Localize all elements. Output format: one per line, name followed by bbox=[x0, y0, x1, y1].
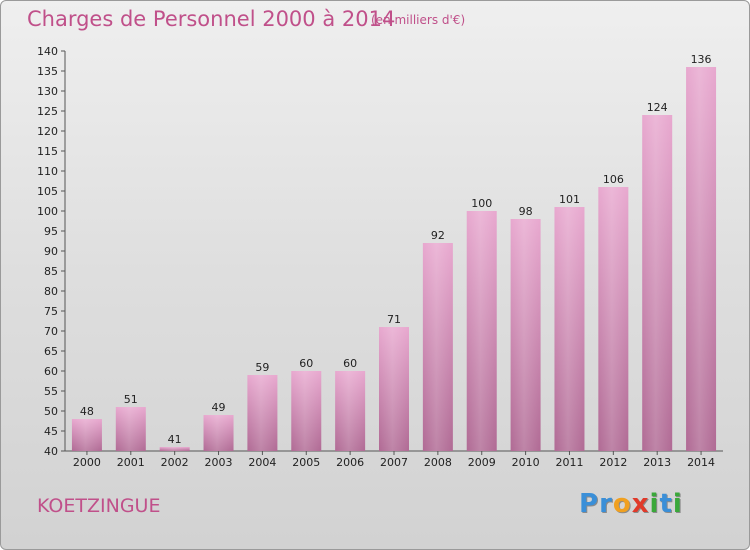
bar-sheen-2010 bbox=[510, 219, 541, 451]
y-tick-label: 95 bbox=[44, 225, 58, 238]
data-label-2002: 41 bbox=[168, 433, 182, 446]
logo-letter: t bbox=[659, 489, 673, 519]
logo-letter: o bbox=[612, 489, 632, 519]
data-label-2008: 92 bbox=[431, 229, 445, 242]
y-tick-label: 55 bbox=[44, 385, 58, 398]
y-tick-label: 100 bbox=[37, 205, 58, 218]
x-tick-label-2005: 2005 bbox=[292, 456, 320, 469]
data-label-2003: 49 bbox=[212, 401, 226, 414]
data-label-2006: 60 bbox=[343, 357, 357, 370]
data-label-2012: 106 bbox=[603, 173, 624, 186]
y-tick-label: 115 bbox=[37, 145, 58, 158]
y-tick-label: 75 bbox=[44, 305, 58, 318]
x-tick-label-2010: 2010 bbox=[512, 456, 540, 469]
data-label-2013: 124 bbox=[647, 101, 668, 114]
data-label-2005: 60 bbox=[299, 357, 313, 370]
bar-sheen-2000 bbox=[71, 419, 102, 451]
x-tick-label-2007: 2007 bbox=[380, 456, 408, 469]
bar-sheen-2014 bbox=[686, 67, 717, 451]
y-tick-label: 80 bbox=[44, 285, 58, 298]
x-tick-label-2013: 2013 bbox=[643, 456, 671, 469]
logo-letter: P bbox=[579, 489, 600, 519]
bar-sheen-2007 bbox=[379, 327, 409, 451]
bar-sheen-2001 bbox=[115, 407, 146, 451]
y-tick-label: 90 bbox=[44, 245, 58, 258]
x-tick-label-2006: 2006 bbox=[336, 456, 364, 469]
y-tick-label: 65 bbox=[44, 345, 58, 358]
data-label-2000: 48 bbox=[80, 405, 94, 418]
y-tick-label: 40 bbox=[44, 445, 58, 458]
x-tick-label-2003: 2003 bbox=[205, 456, 233, 469]
bar-sheen-2011 bbox=[554, 207, 585, 451]
y-tick-label: 130 bbox=[37, 85, 58, 98]
y-tick-label: 140 bbox=[37, 45, 58, 58]
bar-sheen-2013 bbox=[642, 115, 673, 451]
chart-subtitle: (en milliers d'€) bbox=[371, 13, 466, 27]
proxiti-logo: Proxiti bbox=[579, 489, 683, 519]
bar-sheen-2006 bbox=[335, 371, 366, 451]
logo-letter: r bbox=[599, 489, 613, 519]
bar-sheen-2008 bbox=[422, 243, 453, 451]
y-tick-label: 60 bbox=[44, 365, 58, 378]
data-label-2004: 59 bbox=[255, 361, 269, 374]
data-label-2007: 71 bbox=[387, 313, 401, 326]
bar-sheen-2012 bbox=[598, 187, 629, 451]
logo-letter: i bbox=[649, 489, 660, 519]
y-tick-label: 85 bbox=[44, 265, 58, 278]
y-tick-label: 110 bbox=[37, 165, 58, 178]
x-tick-label-2000: 2000 bbox=[73, 456, 101, 469]
y-tick-label: 70 bbox=[44, 325, 58, 338]
y-tick-label: 45 bbox=[44, 425, 58, 438]
y-tick-label: 50 bbox=[44, 405, 58, 418]
commune-name: KOETZINGUE bbox=[37, 495, 161, 517]
bar-sheen-2004 bbox=[247, 375, 278, 451]
data-label-2011: 101 bbox=[559, 193, 580, 206]
x-tick-label-2009: 2009 bbox=[468, 456, 496, 469]
logo-letter: i bbox=[672, 489, 683, 519]
axes: 40 45 50 55 60 65 70 75 80 85 90 95 100 105 110 115 120 1… bbox=[37, 45, 723, 469]
x-tick-label-2002: 2002 bbox=[161, 456, 189, 469]
x-tick-label-2001: 2001 bbox=[117, 456, 145, 469]
y-tick-label: 135 bbox=[37, 65, 58, 78]
data-label-2014: 136 bbox=[691, 53, 712, 66]
data-label-2010: 98 bbox=[519, 205, 533, 218]
logo-letter: x bbox=[631, 489, 650, 519]
y-tick-label: 125 bbox=[37, 105, 58, 118]
bar-sheen-2005 bbox=[291, 371, 322, 451]
chart-title: Charges de Personnel 2000 à 2014 bbox=[27, 7, 396, 31]
y-tick-label: 105 bbox=[37, 185, 58, 198]
bars: 48 51 41 49 59 60 60 71 92 100 98 101 106 124 136 bbox=[71, 53, 717, 451]
x-tick-label-2011: 2011 bbox=[555, 456, 583, 469]
x-tick-label-2012: 2012 bbox=[599, 456, 627, 469]
y-tick-label: 120 bbox=[37, 125, 58, 138]
bar-sheen-2009 bbox=[466, 211, 497, 451]
x-tick-label-2008: 2008 bbox=[424, 456, 452, 469]
bar-sheen-2003 bbox=[203, 415, 234, 451]
data-label-2001: 51 bbox=[124, 393, 138, 406]
data-label-2009: 100 bbox=[471, 197, 492, 210]
bar-sheen-2002 bbox=[159, 447, 190, 451]
x-tick-label-2004: 2004 bbox=[248, 456, 276, 469]
x-tick-label-2014: 2014 bbox=[687, 456, 715, 469]
